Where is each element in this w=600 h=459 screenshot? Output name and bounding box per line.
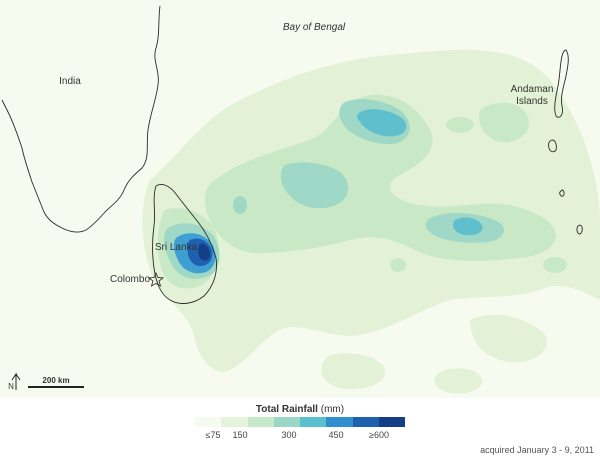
bay-of-bengal-label: Bay of Bengal	[283, 22, 346, 33]
andaman-coastline	[554, 49, 569, 118]
rain-band-low-se	[434, 368, 483, 394]
legend-tick: 450	[328, 430, 344, 440]
andaman-label-line2: Islands	[516, 96, 548, 107]
rain-patch	[446, 117, 474, 133]
colombo-label: Colombo	[110, 274, 150, 285]
legend-swatch-6	[352, 417, 379, 427]
north-arrow-icon: N	[8, 372, 21, 391]
island-coastline	[548, 139, 557, 153]
legend-tick: 150	[232, 430, 248, 440]
island-coastline	[559, 189, 565, 197]
legend-color-bar	[195, 417, 405, 427]
rainfall-layer	[142, 49, 600, 394]
srilanka-coastline	[152, 183, 217, 304]
rain-band-300	[280, 162, 349, 209]
andaman-label-line1: Andaman	[511, 84, 554, 95]
north-arrow-label: N	[8, 382, 14, 391]
island-coastline	[576, 224, 583, 235]
legend-title-text: Total Rainfall	[255, 404, 318, 415]
star-icon	[147, 271, 165, 287]
legend-swatch-1	[221, 417, 248, 427]
rain-patch	[233, 196, 247, 214]
rain-band-450-east	[453, 217, 483, 236]
scale-bar: 200 km	[28, 376, 84, 388]
legend-tick: 300	[281, 430, 297, 440]
india-label: India	[59, 76, 81, 87]
acquisition-date: acquired January 3 - 9, 2011	[480, 445, 594, 455]
legend-swatch-7	[378, 417, 405, 427]
legend-swatch-0	[195, 417, 222, 427]
legend-tick: ≥600	[369, 430, 389, 440]
legend-tick: ≤75	[205, 430, 221, 440]
legend-title: Total Rainfall (mm)	[193, 404, 407, 415]
rain-band-max-srilanka	[198, 243, 210, 261]
legend-swatch-2	[247, 417, 274, 427]
srilanka-label: Sri Lanka	[155, 242, 198, 253]
rain-band-450-north	[357, 109, 407, 137]
rain-band-low-south	[321, 353, 386, 390]
legend-swatch-5	[326, 417, 353, 427]
rainfall-map: Bay of Bengal India Andaman Islands Sri …	[0, 0, 600, 398]
legend-unit: (mm)	[320, 404, 345, 415]
india-coastline	[1, 5, 161, 233]
rain-patch	[390, 258, 406, 272]
rainfall-legend: Total Rainfall (mm) ≤75 150 300 450 ≥600	[193, 402, 407, 442]
scale-bar-label: 200 km	[42, 376, 69, 385]
legend-swatch-3	[273, 417, 300, 427]
coastline-layer	[1, 5, 583, 304]
rain-patch	[543, 257, 567, 273]
rain-band-low-east	[470, 314, 548, 363]
rain-band-150-north	[479, 102, 529, 143]
legend-swatch-4	[300, 417, 327, 427]
